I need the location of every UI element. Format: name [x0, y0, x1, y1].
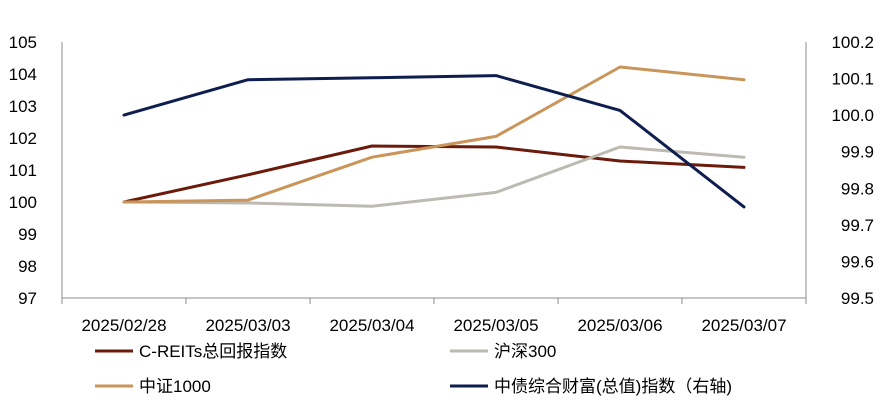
right-tick-label: 99.9 — [841, 143, 874, 162]
x-tick-label: 2025/02/28 — [81, 316, 166, 335]
legend-label-2: 中证1000 — [139, 377, 211, 396]
legend-label-1: 沪深300 — [494, 342, 556, 361]
x-tick-label: 2025/03/05 — [453, 316, 538, 335]
x-tick-label: 2025/03/03 — [205, 316, 290, 335]
left-tick-label: 105 — [9, 33, 37, 52]
left-axis-ticks: 105 104 103 102 101 100 99 98 97 — [9, 33, 37, 308]
right-tick-label: 99.7 — [841, 216, 874, 235]
left-tick-label: 103 — [9, 97, 37, 116]
x-tick-label: 2025/03/06 — [577, 316, 662, 335]
right-tick-label: 100.0 — [831, 106, 874, 125]
right-tick-label: 99.5 — [841, 289, 874, 308]
left-tick-label: 100 — [9, 193, 37, 212]
right-tick-label: 100.1 — [831, 70, 874, 89]
left-tick-label: 101 — [9, 161, 37, 180]
left-tick-label: 102 — [9, 129, 37, 148]
series-line-0 — [122, 144, 746, 204]
x-tick-label: 2025/03/07 — [701, 316, 786, 335]
right-tick-label: 99.6 — [841, 252, 874, 271]
x-tick-label: 2025/03/04 — [329, 316, 414, 335]
axes — [61, 42, 807, 304]
right-tick-label: 100.2 — [831, 33, 874, 52]
series-lines — [122, 65, 746, 209]
series-line-2 — [122, 65, 746, 204]
series-line-3 — [122, 74, 746, 209]
left-tick-label: 104 — [9, 65, 37, 84]
legend: C-REITs总回报指数 沪深300 中证1000 中债综合财富(总值)指数（右轴) — [95, 342, 732, 396]
series-line-1 — [122, 145, 746, 208]
right-axis-ticks: 100.2 100.1 100.0 99.9 99.8 99.7 99.6 99.5 — [831, 33, 874, 308]
legend-label-3: 中债综合财富(总值)指数（右轴) — [494, 377, 732, 396]
right-tick-label: 99.8 — [841, 179, 874, 198]
left-tick-label: 99 — [18, 225, 37, 244]
left-tick-label: 98 — [18, 257, 37, 276]
left-tick-label: 97 — [18, 289, 37, 308]
x-axis-ticks: 2025/02/28 2025/03/03 2025/03/04 2025/03/05… — [81, 316, 786, 335]
legend-label-0: C-REITs总回报指数 — [139, 342, 287, 361]
